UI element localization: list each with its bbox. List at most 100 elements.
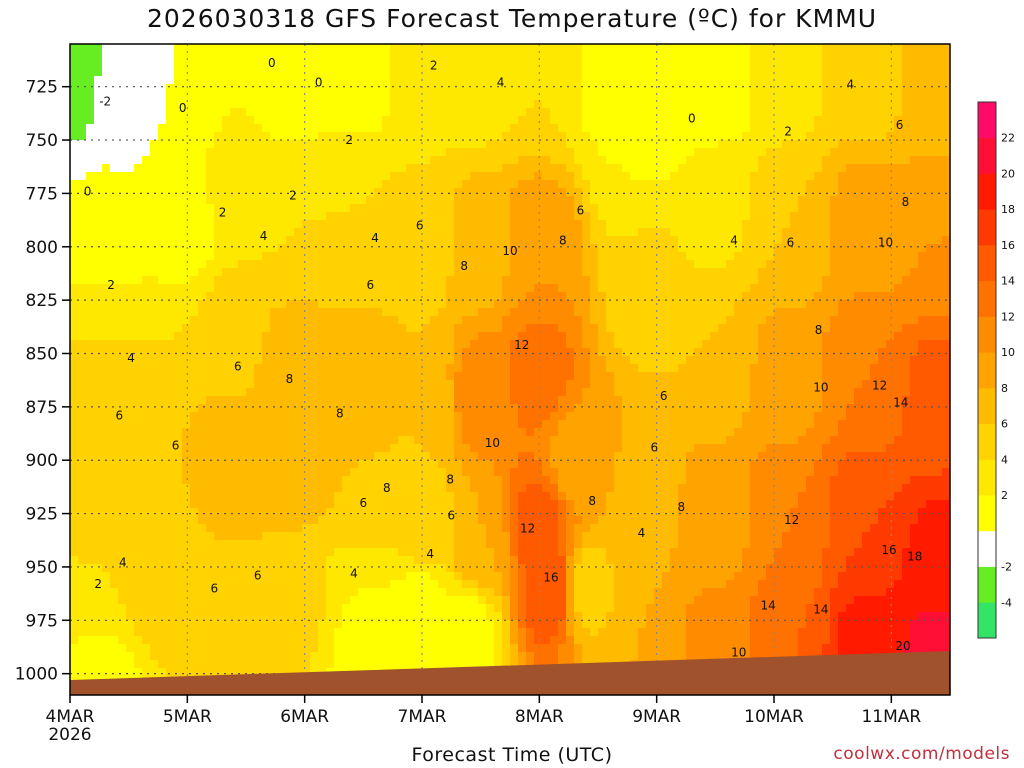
field-cell — [158, 524, 167, 533]
field-cell — [486, 76, 495, 85]
field-cell — [94, 196, 103, 205]
field-cell — [358, 452, 367, 461]
field-cell — [430, 484, 439, 493]
field-cell — [366, 548, 375, 557]
field-cell — [358, 180, 367, 189]
field-cell — [158, 404, 167, 413]
field-cell — [422, 340, 431, 349]
field-cell — [174, 316, 183, 325]
field-cell — [302, 500, 311, 509]
field-cell — [198, 636, 207, 645]
field-cell — [262, 212, 271, 221]
field-cell — [230, 540, 239, 549]
field-cell — [270, 188, 279, 197]
field-cell — [374, 188, 383, 197]
field-cell — [222, 652, 231, 661]
field-cell — [198, 508, 207, 517]
field-cell — [182, 348, 191, 357]
field-cell — [374, 356, 383, 365]
field-cell — [438, 316, 447, 325]
field-cell — [526, 188, 535, 197]
field-cell — [134, 84, 143, 93]
field-cell — [542, 388, 551, 397]
field-cell — [102, 172, 111, 181]
field-cell — [542, 524, 551, 533]
field-cell — [334, 148, 343, 157]
field-cell — [254, 428, 263, 437]
field-cell — [326, 124, 335, 133]
field-cell — [374, 660, 383, 669]
field-cell — [134, 524, 143, 533]
credit-link[interactable]: coolwx.com/models — [833, 744, 1010, 764]
field-cell — [486, 116, 495, 125]
field-cell — [334, 492, 343, 501]
field-cell — [550, 484, 559, 493]
field-cell — [462, 60, 471, 69]
field-cell — [246, 356, 255, 365]
field-cell — [494, 492, 503, 501]
field-cell — [158, 620, 167, 629]
field-cell — [334, 380, 343, 389]
field-cell — [406, 260, 415, 269]
field-cell — [230, 396, 239, 405]
field-cell — [470, 324, 479, 333]
field-cell — [422, 108, 431, 117]
field-cell — [294, 644, 303, 653]
field-cell — [158, 468, 167, 477]
field-cell — [462, 348, 471, 357]
field-cell — [326, 484, 335, 493]
field-cell — [342, 500, 351, 509]
field-cell — [302, 388, 311, 397]
field-cell — [254, 580, 263, 589]
field-cell — [190, 388, 199, 397]
field-cell — [262, 476, 271, 485]
field-cell — [422, 508, 431, 517]
field-cell — [430, 492, 439, 501]
field-cell — [294, 140, 303, 149]
field-cell — [110, 412, 119, 421]
field-cell — [206, 380, 215, 389]
field-cell — [262, 260, 271, 269]
field-cell — [118, 604, 127, 613]
field-cell — [518, 436, 527, 445]
field-cell — [150, 596, 159, 605]
field-cell — [406, 484, 415, 493]
field-cell — [470, 588, 479, 597]
field-cell — [294, 132, 303, 141]
field-cell — [502, 524, 511, 533]
field-cell — [478, 588, 487, 597]
field-cell — [158, 84, 167, 93]
field-cell — [494, 500, 503, 509]
field-cell — [366, 540, 375, 549]
field-cell — [350, 356, 359, 365]
field-cell — [286, 500, 295, 509]
field-cell — [174, 124, 183, 133]
field-cell — [326, 388, 335, 397]
field-cell — [350, 636, 359, 645]
field-cell — [334, 620, 343, 629]
field-cell — [230, 172, 239, 181]
field-cell — [270, 588, 279, 597]
field-cell — [318, 300, 327, 309]
field-cell — [142, 452, 151, 461]
field-cell — [342, 620, 351, 629]
field-cell — [334, 572, 343, 581]
field-cell — [286, 476, 295, 485]
field-cell — [382, 260, 391, 269]
field-cell — [446, 492, 455, 501]
field-cell — [422, 148, 431, 157]
field-cell — [406, 660, 415, 669]
field-cell — [102, 84, 111, 93]
field-cell — [302, 524, 311, 533]
field-cell — [438, 348, 447, 357]
field-cell — [430, 372, 439, 381]
field-cell — [398, 444, 407, 453]
field-cell — [430, 188, 439, 197]
field-cell — [182, 60, 191, 69]
field-cell — [254, 76, 263, 85]
field-cell — [318, 52, 327, 61]
field-cell — [126, 628, 135, 637]
field-cell — [302, 356, 311, 365]
field-cell — [334, 556, 343, 565]
field-cell — [230, 292, 239, 301]
